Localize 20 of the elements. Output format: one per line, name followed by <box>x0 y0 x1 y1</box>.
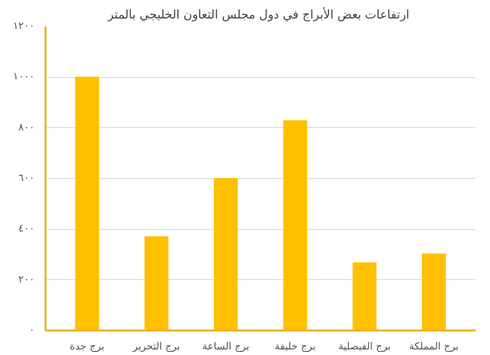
y-tick-label: ٤٠٠ <box>18 224 35 235</box>
y-tick-label: ١٢٠٠ <box>13 21 34 32</box>
bar <box>75 76 100 330</box>
bar <box>214 178 238 330</box>
x-tick-label: برج المملكة <box>409 342 459 352</box>
bar <box>283 120 308 330</box>
y-tick-label: ٢٠٠ <box>18 274 35 286</box>
bar <box>422 253 446 330</box>
x-tick-label: برج جدة <box>70 342 104 352</box>
y-tick-label: ٠ <box>29 325 35 336</box>
y-tick-label: ٨٠٠ <box>18 122 35 134</box>
y-tick-label: ٦٠٠ <box>18 173 35 184</box>
bar <box>352 262 376 330</box>
chart-title: ارتفاعات بعض الأبراج في دول مجلس التعاون الخليجي بالمتر <box>106 6 410 22</box>
x-tick-label: برج التحرير <box>132 342 180 352</box>
x-tick-label: برج الفيصلية <box>338 342 391 352</box>
bar <box>144 236 168 330</box>
y-tick-label: ١٠٠٠ <box>13 72 34 83</box>
x-tick-label: برج الساعة <box>202 342 250 352</box>
x-tick-label: برج خليفة <box>274 342 316 352</box>
